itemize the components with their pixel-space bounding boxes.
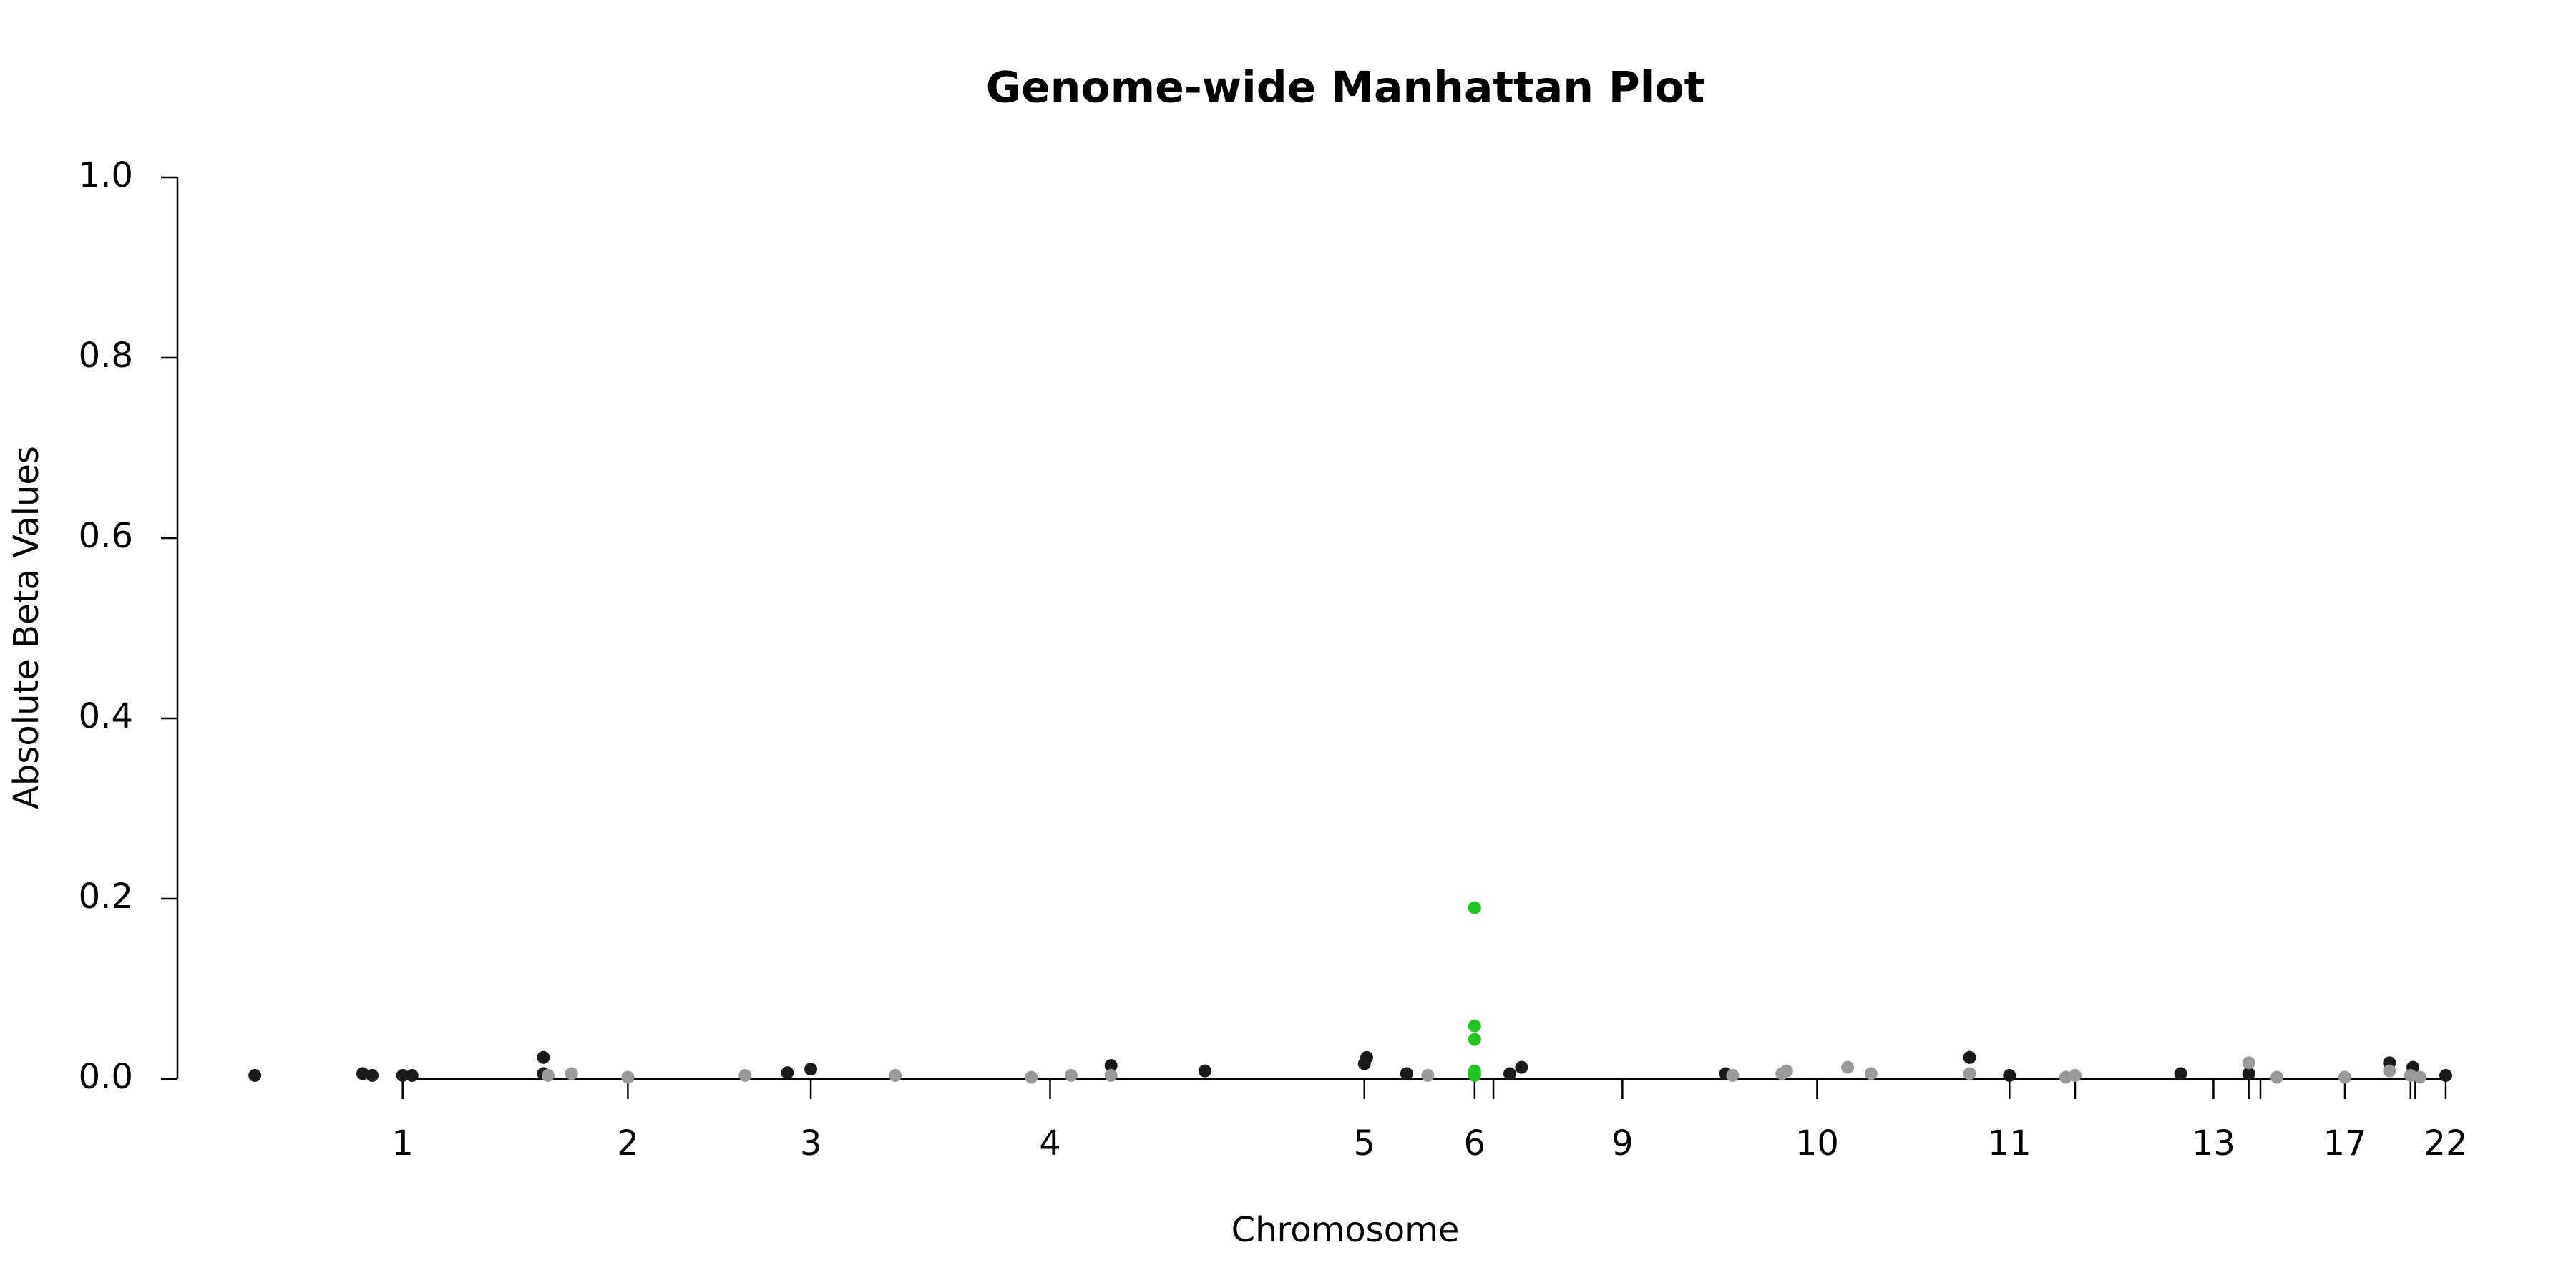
data-point (366, 1068, 379, 1082)
data-point (1400, 1067, 1413, 1080)
x-tick-label: 22 (2424, 1123, 2467, 1163)
data-point (248, 1068, 262, 1082)
data-point (1468, 901, 1481, 914)
y-tick-label: 1.0 (79, 155, 133, 195)
x-axis-label: Chromosome (1231, 1210, 1460, 1250)
data-point (1104, 1059, 1118, 1073)
x-tick-label: 9 (1611, 1123, 1634, 1163)
data-point (1726, 1068, 1740, 1082)
data-point (1360, 1050, 1374, 1064)
data-point (2338, 1070, 2352, 1084)
data-point (1025, 1070, 1038, 1084)
data-point (1841, 1060, 1855, 1074)
x-tick-label: 1 (391, 1123, 414, 1163)
y-tick-label: 0.0 (79, 1057, 133, 1097)
data-point (1421, 1068, 1435, 1082)
data-point (2439, 1068, 2452, 1082)
data-point (781, 1066, 794, 1080)
data-point (1468, 1033, 1481, 1046)
data-point (565, 1067, 578, 1080)
x-tick-label: 4 (1039, 1123, 1061, 1163)
data-point (2242, 1056, 2255, 1070)
data-point (2174, 1067, 2187, 1080)
data-point (1198, 1064, 1211, 1078)
x-tick-label: 6 (1464, 1123, 1486, 1163)
y-axis-label: Absolute Beta Values (6, 446, 47, 809)
data-point (537, 1050, 550, 1064)
data-point (804, 1063, 818, 1076)
data-point (2242, 1067, 2255, 1080)
data-point (1864, 1067, 1878, 1080)
data-point (1515, 1060, 1528, 1074)
chart-title: Genome-wide Manhattan Plot (986, 63, 1705, 113)
x-tick-label: 5 (1353, 1123, 1375, 1163)
data-point (889, 1068, 902, 1082)
x-tick-label: 13 (2192, 1123, 2235, 1163)
data-point (2270, 1070, 2283, 1084)
data-point (2003, 1068, 2016, 1082)
data-point (1963, 1067, 1976, 1080)
data-point (621, 1070, 635, 1084)
x-tick-label: 3 (800, 1123, 822, 1163)
y-tick-label: 0.4 (79, 696, 133, 736)
y-tick-label: 0.8 (79, 336, 133, 376)
data-point (2383, 1064, 2396, 1078)
data-point (2069, 1068, 2082, 1082)
x-tick-label: 17 (2323, 1123, 2366, 1163)
data-point (1468, 1068, 1481, 1082)
x-tick-label: 11 (1988, 1123, 2031, 1163)
data-point (1064, 1068, 1078, 1082)
data-point (405, 1068, 419, 1082)
data-point (541, 1068, 555, 1082)
data-point (1503, 1067, 1516, 1080)
y-tick-label: 0.6 (79, 516, 133, 556)
data-point (1963, 1050, 1976, 1064)
x-tick-label: 2 (617, 1123, 639, 1163)
data-point (1468, 1019, 1481, 1033)
data-point (1104, 1068, 1118, 1082)
data-point (1780, 1064, 1793, 1078)
data-point (2413, 1070, 2426, 1084)
data-point (738, 1068, 752, 1082)
y-tick-label: 0.2 (79, 877, 133, 917)
data-point (396, 1068, 409, 1082)
x-tick-label: 10 (1795, 1123, 1839, 1163)
